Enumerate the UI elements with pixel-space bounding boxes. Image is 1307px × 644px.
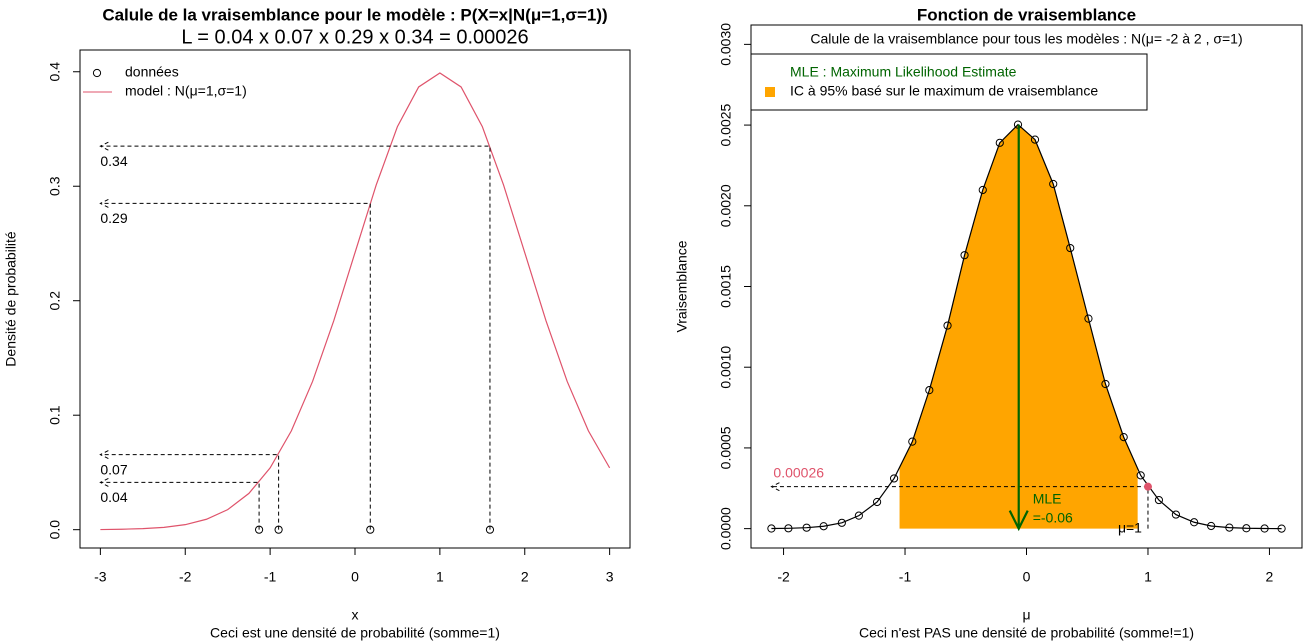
density-label: 0.04 — [100, 489, 127, 505]
y-tick-label: 0.0000 — [718, 507, 734, 550]
y-tick-label: 0.0 — [47, 520, 63, 540]
series-point — [1260, 524, 1269, 533]
series-point — [1136, 471, 1145, 480]
x-tick-label: 3 — [606, 569, 614, 585]
reference-value: 0.00026 — [773, 464, 824, 480]
series-point — [767, 524, 776, 533]
series-point — [925, 386, 934, 395]
x-tick-label: -2 — [777, 569, 790, 585]
x-tick-label: 1 — [1144, 569, 1152, 585]
series-point — [943, 321, 952, 330]
density-label: 0.29 — [100, 210, 127, 226]
series-point — [1049, 179, 1058, 189]
x-tick-label: -3 — [94, 569, 107, 585]
caption: Ceci n'est PAS une densité de probabilit… — [859, 625, 1194, 641]
series-point — [1207, 521, 1216, 531]
chart-title: Fonction de vraisemblance — [917, 5, 1136, 24]
mle-arrow — [1008, 124, 1029, 532]
series-point — [1171, 510, 1181, 519]
series-point — [1119, 433, 1128, 442]
chart-title: Calule de la vraisemblance pour le modèl… — [102, 5, 607, 24]
observation-point — [254, 525, 264, 534]
y-tick-label: 0.0005 — [718, 426, 734, 469]
series-point — [1084, 314, 1093, 323]
series-point — [960, 251, 969, 260]
caption: Ceci est une densité de probabilité (som… — [210, 625, 500, 641]
x-tick-label: -2 — [179, 569, 192, 585]
reference-point — [1143, 482, 1152, 491]
plot-box — [750, 24, 1303, 549]
y-tick-label: 0.0025 — [718, 103, 734, 146]
observation-point — [485, 525, 495, 534]
y-tick-label: 0.0030 — [718, 23, 734, 66]
reference-label: μ=1 — [1118, 519, 1142, 535]
series-point — [1242, 524, 1251, 533]
chart-subtitle: L = 0.04 x 0.07 x 0.29 x 0.34 = 0.00026 — [181, 26, 528, 48]
x-tick-label: -1 — [264, 569, 277, 585]
y-tick-label: 0.2 — [47, 291, 63, 311]
series-point — [784, 524, 793, 533]
y-tick-label: 0.0015 — [718, 265, 734, 308]
mle-value: =-0.06 — [1033, 509, 1073, 525]
x-tick-label: -1 — [899, 569, 912, 585]
series-point — [1190, 518, 1199, 527]
legend-box — [750, 53, 1148, 111]
series-line — [100, 72, 611, 531]
density-guide — [99, 198, 371, 530]
series-point — [1225, 523, 1234, 532]
density-guide — [99, 141, 491, 530]
mle-label: MLE — [1033, 490, 1062, 506]
series-point — [837, 518, 846, 527]
series-point — [995, 138, 1004, 147]
x-axis-label: μ — [1022, 607, 1030, 623]
observation-point — [366, 525, 375, 534]
series-point — [802, 523, 811, 532]
series-point — [1277, 524, 1286, 533]
legend-label: données — [125, 64, 179, 80]
observation-point — [274, 525, 283, 534]
series-point — [1066, 243, 1075, 253]
x-tick-label: 2 — [1266, 569, 1274, 585]
series-line — [771, 123, 1282, 530]
chart-subtitle: Calule de la vraisemblance pour tous les… — [810, 31, 1242, 47]
legend-symbol — [765, 87, 775, 97]
density-label: 0.34 — [100, 153, 127, 169]
x-axis-label: x — [352, 607, 359, 623]
plot-box — [79, 49, 631, 549]
legend-label: MLE : Maximum Likelihood Estimate — [790, 64, 1017, 80]
y-tick-label: 0.0010 — [718, 346, 734, 389]
series-point — [1030, 135, 1040, 144]
series-point — [1101, 379, 1110, 389]
x-tick-label: 0 — [1023, 569, 1031, 585]
density-guide — [99, 477, 260, 530]
y-tick-label: 0.3 — [47, 176, 63, 196]
legend-label: model : N(μ=1,σ=1) — [125, 83, 247, 99]
reference-guide — [770, 482, 1149, 529]
y-tick-label: 0.0020 — [718, 184, 734, 227]
density-guide — [99, 450, 280, 530]
legend-label: IC à 95% basé sur le maximum de vraisemb… — [790, 83, 1098, 99]
series-point — [908, 437, 917, 446]
series-point — [819, 522, 828, 531]
series-point — [889, 474, 899, 483]
density-label: 0.07 — [100, 461, 127, 477]
x-tick-label: 1 — [436, 569, 444, 585]
y-axis-label: Densité de probabilité — [3, 231, 19, 367]
series-point — [1154, 495, 1164, 505]
y-tick-label: 0.4 — [47, 62, 63, 82]
y-tick-label: 0.1 — [47, 405, 63, 425]
series-point — [872, 497, 882, 507]
series-point — [854, 511, 863, 520]
x-tick-label: 0 — [351, 569, 359, 585]
x-tick-label: 2 — [521, 569, 529, 585]
series-point — [978, 185, 987, 195]
legend-symbol — [92, 68, 102, 78]
y-axis-label: Vraisemblance — [674, 240, 690, 332]
